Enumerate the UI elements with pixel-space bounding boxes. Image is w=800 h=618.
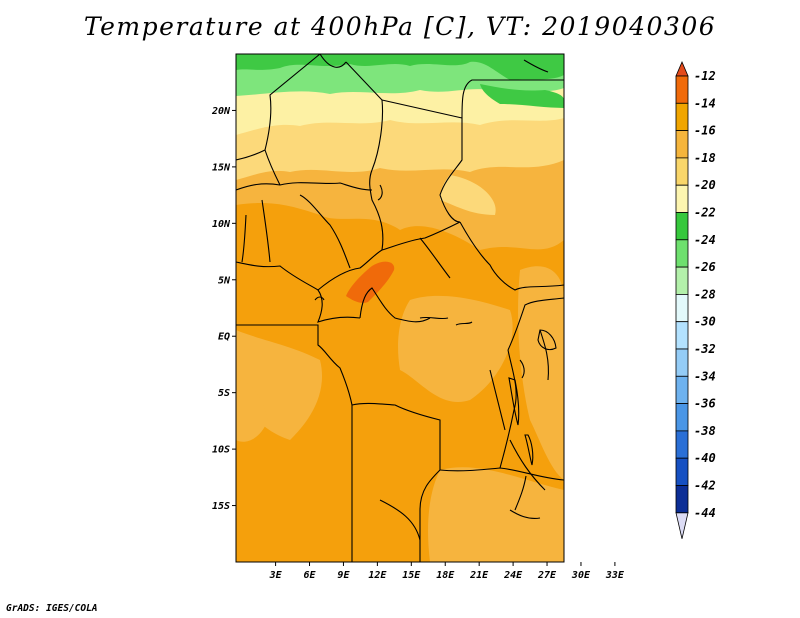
lat-label: 20N (211, 106, 231, 117)
lon-label: 24E (503, 570, 523, 581)
colorbar: -12 -14 -16 -18 -20 -22 -24 -26 -28 -30 -32 -34 -36 -… (675, 60, 716, 539)
lon-label: 6E (303, 570, 316, 581)
colorbar-swatch (675, 403, 689, 432)
country-borders (236, 54, 564, 562)
colorbar-swatch (675, 212, 689, 241)
lat-label: 10S (212, 445, 230, 456)
colorbar-swatch (675, 239, 689, 268)
colorbar-swatch (675, 184, 689, 213)
field-light-orange-south (428, 467, 564, 562)
lon-label: 33E (605, 570, 625, 581)
colorbar-label: -34 (694, 369, 716, 383)
colorbar-swatch (675, 75, 689, 104)
colorbar-swatch (675, 457, 689, 486)
field-green (236, 54, 564, 80)
lat-label: 5N (218, 275, 231, 286)
latitude-axis: 20N 15N 10N 5N EQ 5S 10S 15S (211, 106, 236, 512)
colorbar-label: -40 (694, 451, 716, 465)
colorbar-label: -30 (694, 315, 716, 329)
colorbar-over-arrow (675, 60, 689, 77)
field-light-orange-central (398, 295, 513, 403)
lon-label: 12E (368, 570, 387, 581)
colorbar-swatch (675, 102, 689, 132)
colorbar-swatch (675, 130, 689, 159)
colorbar-label: -24 (694, 233, 716, 247)
colorbar-swatch (675, 293, 689, 323)
lon-label: 30E (571, 570, 591, 581)
lat-label: 5S (218, 388, 230, 399)
longitude-axis: 3E 6E 9E 12E 15E 18E 21E 24E 27E 30E 33E (269, 562, 625, 581)
colorbar-swatch (675, 375, 689, 404)
colorbar-label: -12 (694, 69, 716, 83)
field-cream (236, 80, 564, 135)
lon-label: 3E (269, 570, 283, 581)
chart-title: Temperature at 400hPa [C], VT: 201904030… (83, 12, 717, 41)
lat-label: 15S (212, 501, 230, 512)
lat-label: 15N (212, 162, 231, 173)
colorbar-under-arrow (675, 512, 689, 539)
colorbar-label: -38 (694, 424, 716, 438)
colorbar-label: -14 (694, 96, 716, 110)
field-light-orange-north (236, 150, 564, 250)
lon-label: 9E (337, 570, 350, 581)
colorbar-label: -28 (694, 287, 716, 301)
colorbar-label: -16 (694, 124, 716, 138)
field-light-orange-sw (236, 380, 268, 442)
colorbar-label: -18 (694, 151, 716, 165)
colorbar-swatch (675, 485, 689, 514)
lat-label: EQ (218, 332, 230, 343)
lakes (314, 59, 557, 519)
colorbar-swatch (675, 430, 689, 459)
field-light-orange-east (518, 266, 564, 480)
map-frame (235, 53, 565, 563)
credit-text: GrADS: IGES/COLA (6, 603, 98, 614)
colorbar-label: -44 (694, 506, 716, 520)
colorbar-label: -42 (694, 479, 716, 493)
colorbar-label: -22 (694, 206, 716, 220)
colorbar-swatch (675, 266, 689, 295)
colorbar-label: -32 (694, 342, 716, 356)
colorbar-label: -36 (694, 397, 716, 411)
lon-label: 15E (402, 570, 421, 581)
colorbar-label: -20 (694, 178, 716, 192)
colorbar-swatch (675, 157, 689, 186)
temperature-field (236, 54, 564, 562)
lon-label: 18E (436, 570, 455, 581)
lon-label: 21E (469, 570, 489, 581)
field-green-east (480, 84, 564, 108)
colorbar-swatch (675, 321, 689, 350)
lon-label: 27E (537, 570, 557, 581)
colorbar-swatch (675, 348, 689, 377)
lat-label: 10N (212, 219, 231, 230)
field-pale-yellow-patch (440, 175, 496, 215)
colorbar-label: -26 (694, 260, 716, 274)
field-red-orange (346, 261, 395, 303)
